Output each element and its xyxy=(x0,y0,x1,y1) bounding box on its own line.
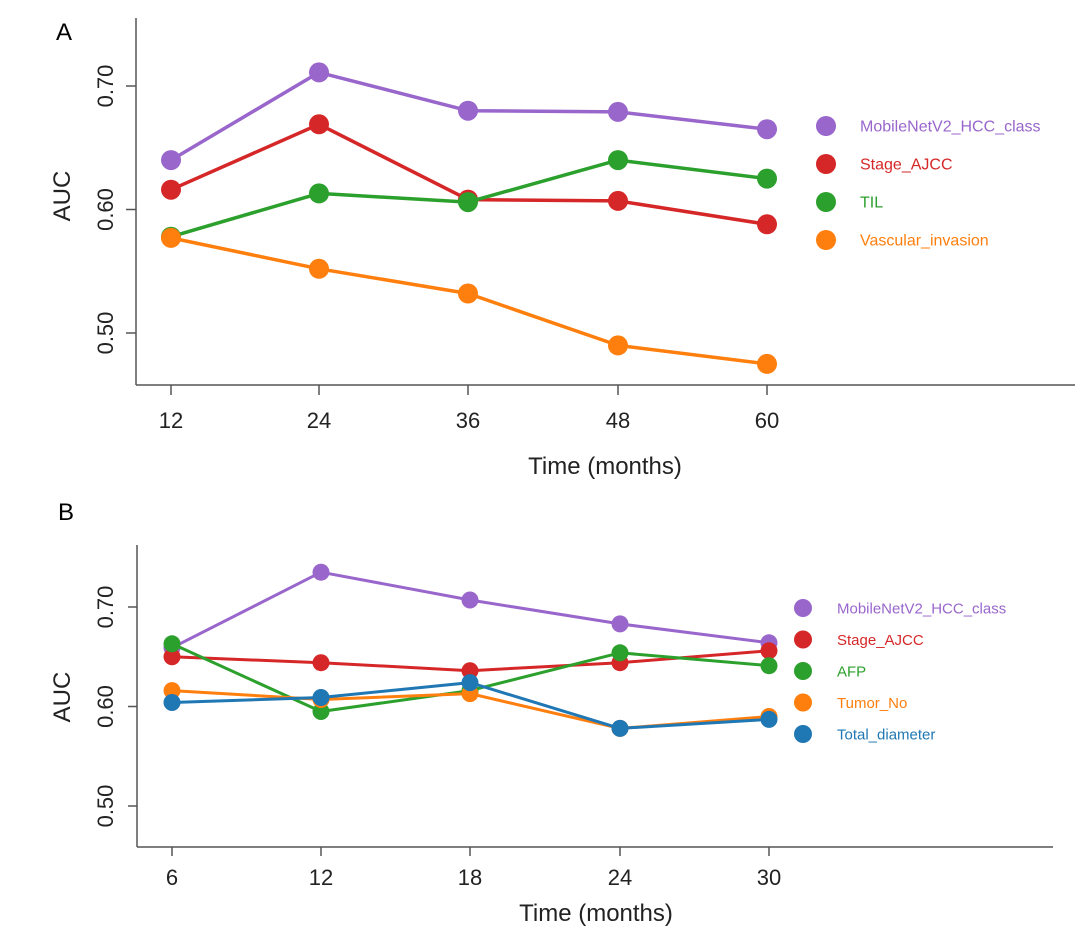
panel-a-point-mobilenetv2-hcc-class xyxy=(608,101,628,122)
panel-a-legend-label-vascular-invasion: Vascular_invasion xyxy=(860,233,989,250)
panel-a-point-til xyxy=(757,168,777,189)
panel-a-point-stage-ajcc xyxy=(309,114,329,135)
panel-a-legend-marker-til xyxy=(816,192,836,212)
panel-a-y-tick-label: 0.50 xyxy=(93,312,118,355)
panel-b-point-stage-ajcc xyxy=(163,648,181,666)
panel-a-point-stage-ajcc xyxy=(757,214,777,235)
panel-b-point-total-diameter xyxy=(163,694,181,711)
panel-a-point-vascular-invasion xyxy=(608,335,628,356)
panel-b-point-afp xyxy=(611,644,629,662)
panel-b-point-stage-ajcc xyxy=(461,662,479,680)
panel-b-legend-marker-afp xyxy=(794,662,812,680)
panel-b-letter: B xyxy=(58,499,74,526)
panel-b-legend-label-afp: AFP xyxy=(837,664,866,681)
panel-a-point-vascular-invasion xyxy=(161,227,181,248)
panel-a-x-tick-label: 48 xyxy=(606,408,630,433)
panel-a-point-til xyxy=(309,183,329,204)
panel-a-letter: A xyxy=(56,19,72,46)
panel-a-y-tick-label: 0.60 xyxy=(93,188,118,231)
panel-b-legend-label-tumor-no: Tumor_No xyxy=(837,695,907,712)
panel-b-point-afp xyxy=(760,657,778,675)
panel-a-x-tick-label: 24 xyxy=(307,408,331,433)
panel-a-x-tick-label: 60 xyxy=(755,408,779,433)
panel-b-x-axis-label: Time (months) xyxy=(519,900,673,927)
panel-a-point-vascular-invasion xyxy=(757,353,777,374)
panel-b-point-mobilenetv2-hcc-class xyxy=(611,615,629,633)
panel-a: A AUC Time (months) 12 24 36 48 60 0.50 0.60 0.… xyxy=(49,18,1075,480)
panel-a-point-vascular-invasion xyxy=(309,258,329,279)
panel-b-x-tick-label: 30 xyxy=(757,865,781,890)
panel-b-legend-label-stage-ajcc: Stage_AJCC xyxy=(837,632,924,649)
panel-b-x-tick-label: 12 xyxy=(309,865,333,890)
panel-b-point-total-diameter xyxy=(312,689,330,706)
panel-a-legend-label-mobilenetv2-hcc-class: MobileNetV2_HCC_class xyxy=(860,119,1041,136)
panel-b-point-total-diameter xyxy=(461,674,479,692)
panel-b-legend-marker-total-diameter xyxy=(794,725,812,743)
panel-b-point-stage-ajcc xyxy=(312,654,330,672)
panel-a-point-mobilenetv2-hcc-class xyxy=(458,100,478,121)
panel-a-point-mobilenetv2-hcc-class xyxy=(757,119,777,140)
panel-a-legend-marker-mobilenetv2-hcc-class xyxy=(816,116,836,136)
panel-b-y-tick-label: 0.60 xyxy=(93,685,118,728)
panel-a-point-mobilenetv2-hcc-class xyxy=(161,150,181,171)
panel-a-x-tick-label: 36 xyxy=(456,408,480,433)
panel-a-point-mobilenetv2-hcc-class xyxy=(309,62,329,83)
panel-a-legend-marker-stage-ajcc xyxy=(816,154,836,174)
panel-a-point-stage-ajcc xyxy=(608,190,628,211)
panel-b-legend-label-total-diameter: Total_diameter xyxy=(837,727,935,744)
panel-b-x-tick-label: 24 xyxy=(608,865,632,890)
panel-b-point-mobilenetv2-hcc-class xyxy=(461,591,479,609)
panel-a-point-til xyxy=(608,150,628,171)
panel-b-point-total-diameter xyxy=(611,719,629,737)
panel-a-legend-marker-vascular-invasion xyxy=(816,230,836,250)
panel-a-legend-label-til: TIL xyxy=(860,195,883,212)
panel-a-point-stage-ajcc xyxy=(161,179,181,200)
panel-b-y-tick-label: 0.50 xyxy=(93,785,118,828)
panel-a-point-vascular-invasion xyxy=(458,283,478,304)
panel-b-point-afp xyxy=(312,703,330,720)
panel-b-point-total-diameter xyxy=(760,710,778,728)
panel-b-x-tick-label: 6 xyxy=(166,865,178,890)
panel-b-legend-label-mobilenetv2-hcc-class: MobileNetV2_HCC_class xyxy=(837,601,1006,618)
panel-b-legend-marker-stage-ajcc xyxy=(794,630,812,649)
panel-b: B AUC Time (months) 6 12 18 24 30 0.50 0.60 0.7… xyxy=(49,499,1053,927)
panel-b-legend-marker-mobilenetv2-hcc-class xyxy=(794,599,812,617)
panel-b-point-mobilenetv2-hcc-class xyxy=(312,563,330,581)
panel-b-y-axis-label: AUC xyxy=(49,672,76,723)
panel-a-legend-label-stage-ajcc: Stage_AJCC xyxy=(860,157,953,174)
panel-b-point-stage-ajcc xyxy=(760,642,778,660)
panel-a-y-tick-label: 0.70 xyxy=(93,65,118,108)
panel-b-point-tumor-no xyxy=(163,682,181,700)
panel-b-point-afp xyxy=(163,635,181,653)
panel-b-y-tick-label: 0.70 xyxy=(93,586,118,629)
panel-b-legend-marker-tumor-no xyxy=(794,693,812,712)
panel-b-x-tick-label: 18 xyxy=(458,865,482,890)
panel-a-point-til xyxy=(458,192,478,213)
panel-a-x-axis-label: Time (months) xyxy=(528,453,682,480)
panel-a-y-axis-label: AUC xyxy=(49,171,76,222)
panel-a-x-tick-label: 12 xyxy=(159,408,183,433)
